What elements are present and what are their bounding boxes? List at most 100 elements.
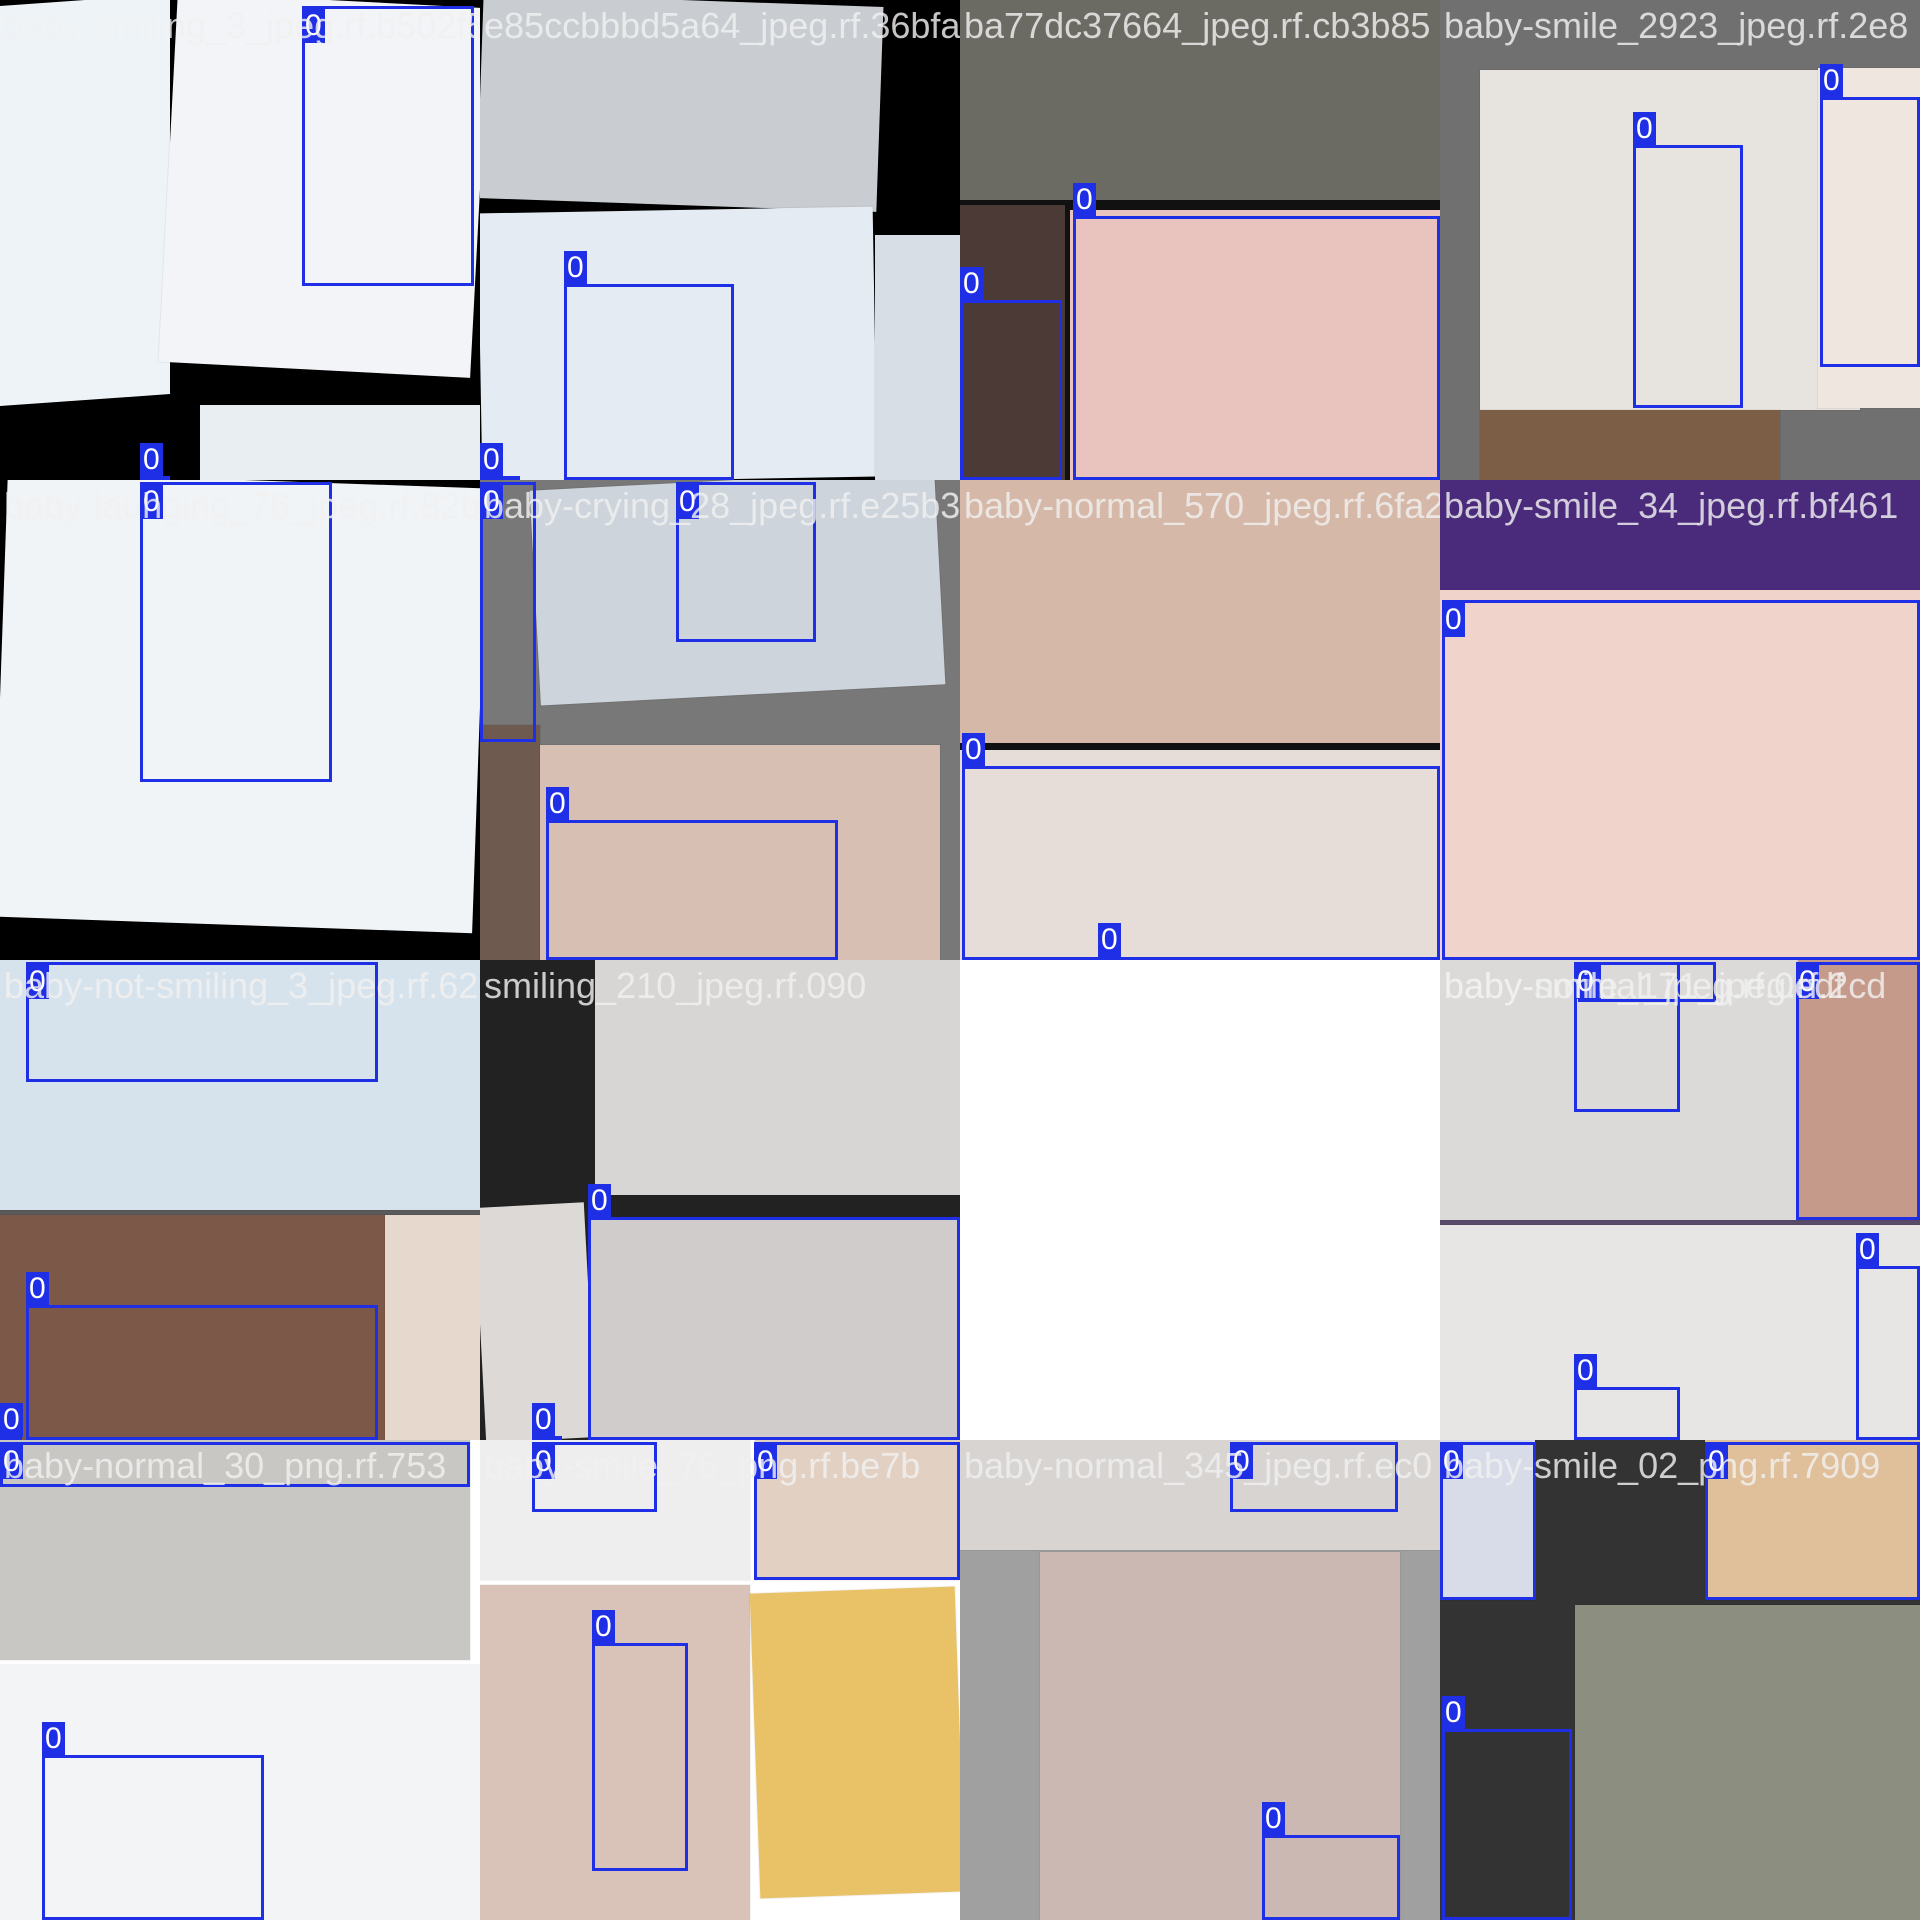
bounding-box: 0 — [1796, 962, 1920, 1220]
training-photo — [960, 0, 1440, 200]
class-label: 0 — [532, 1445, 555, 1479]
class-label: 0 — [1230, 1445, 1253, 1479]
training-photo — [1798, 960, 1920, 1220]
class-label: 0 — [1442, 603, 1465, 637]
training-photo — [590, 1220, 960, 1440]
bounding-box: 0 — [42, 1722, 264, 1920]
bounding-box: 0 — [1574, 1354, 1680, 1440]
training-photo — [200, 405, 480, 480]
training-photo — [0, 1215, 385, 1440]
mosaic-tile: 0 0 baby-normal_345_jpeg.rf.ec0 — [960, 1440, 1440, 1920]
training-photo — [960, 1440, 1440, 1550]
class-label: 0 — [1440, 1445, 1463, 1479]
bounding-box: 0 — [1230, 1442, 1398, 1512]
training-photo — [755, 1440, 960, 1580]
class-label: 0 — [1633, 112, 1656, 146]
class-label: 0 — [564, 251, 587, 285]
bounding-box: 0 — [0, 1442, 470, 1487]
training-photo — [1818, 68, 1920, 408]
bounding-box: 0 — [532, 1403, 562, 1440]
bounding-box: 0 — [140, 443, 170, 480]
bounding-box: 0 — [1442, 600, 1920, 960]
class-label: 0 — [1856, 1233, 1879, 1267]
class-label: 0 — [532, 1403, 555, 1437]
class-label: 0 — [1820, 64, 1843, 98]
training-photo — [540, 745, 940, 960]
class-label: 0 — [588, 1184, 611, 1218]
class-label: 0 — [0, 1403, 23, 1437]
bounding-box: 0 — [1820, 64, 1920, 367]
class-label: 0 — [1574, 1354, 1597, 1388]
training-photo — [960, 205, 1065, 480]
class-label: 0 — [1796, 965, 1819, 999]
training-photo — [480, 1585, 750, 1920]
class-label: 0 — [676, 485, 699, 519]
bounding-box: 0 — [564, 251, 734, 480]
bounding-box: 0 — [26, 962, 378, 1082]
bounding-box: 0 — [1073, 183, 1440, 480]
class-label: 0 — [1098, 923, 1121, 957]
training-photo — [749, 1586, 960, 1899]
training-photo — [1070, 210, 1440, 480]
bounding-box: 0 — [546, 787, 838, 960]
class-label: 0 — [0, 1445, 23, 1479]
class-label: 0 — [754, 1445, 777, 1479]
class-label: 0 — [1705, 1445, 1728, 1479]
training-photo — [1575, 1605, 1920, 1920]
class-label: 0 — [592, 1610, 615, 1644]
bounding-box: 0 — [302, 6, 474, 286]
bounding-box: 0 — [588, 1184, 960, 1440]
mosaic-tile: 0 0 0 baby-smile_02_png.rf.7909 — [1440, 1440, 1920, 1920]
bounding-box: 0 — [754, 1442, 960, 1580]
class-label: 0 — [962, 733, 985, 767]
bounding-box: 0 — [1856, 1233, 1920, 1440]
training-photo — [595, 960, 960, 1195]
training-photo — [960, 480, 1440, 743]
training-photo — [1480, 70, 1860, 410]
training-photo — [480, 725, 540, 960]
mosaic-tile: 0 0 0 baby-smile_76_png.rf.be7b — [480, 1440, 960, 1920]
class-label: 0 — [1574, 965, 1597, 999]
class-label: 0 — [1442, 1696, 1465, 1730]
bounding-box: 0 — [26, 1272, 378, 1440]
training-photo — [875, 235, 960, 480]
bounding-box: 0 — [480, 443, 520, 480]
bounding-box: 0 — [140, 482, 332, 782]
bounding-box: 0 — [592, 1610, 688, 1871]
bounding-box: 0 — [480, 482, 536, 742]
bounding-box: 0 — [1098, 923, 1121, 960]
training-photo — [1440, 1225, 1920, 1440]
training-photo — [1440, 960, 1800, 1220]
training-photo — [1440, 590, 1920, 960]
bounding-box: 0 — [1574, 962, 1680, 1112]
bounding-box: 0 — [960, 267, 1062, 480]
training-photo — [385, 1215, 480, 1440]
class-label: 0 — [302, 9, 325, 43]
class-label: 0 — [480, 443, 503, 477]
mosaic-tile: 0 0 0 0 baby-smile_171_jpeg.rf.2cd — [1440, 960, 1920, 1440]
class-label: 0 — [1073, 183, 1096, 217]
bounding-box: 0 — [1262, 1802, 1400, 1920]
bounding-box: 0 — [532, 1442, 657, 1512]
bounding-box: 0 — [676, 482, 816, 642]
class-label: 0 — [26, 1272, 49, 1306]
bounding-box: 0 — [1442, 1696, 1572, 1920]
class-label: 0 — [960, 267, 983, 301]
bounding-box: 0 — [962, 733, 1440, 960]
training-photo — [1480, 410, 1780, 480]
class-label: 0 — [480, 485, 503, 519]
mosaic-tile: 0 baby-smile_34_jpeg.rf.bf461 — [1440, 480, 1920, 960]
training-photo — [960, 750, 1440, 960]
class-label: 0 — [42, 1722, 65, 1756]
training-photo — [0, 960, 480, 1210]
class-label: 0 — [26, 965, 49, 999]
training-photo — [0, 1440, 470, 1660]
bounding-box: 0 — [1440, 1442, 1536, 1600]
mosaic-tile: 0 0 e85ccbbbd5a64_jpeg.rf.36bfa — [480, 0, 960, 480]
mosaic-tile: 0 0 0 baby-not-smiling_3_jpeg.rf.62 — [0, 960, 480, 1440]
class-label: 0 — [1262, 1802, 1285, 1836]
training-photo — [1705, 1440, 1920, 1600]
class-label: 0 — [546, 787, 569, 821]
training-photo — [1040, 1552, 1400, 1920]
